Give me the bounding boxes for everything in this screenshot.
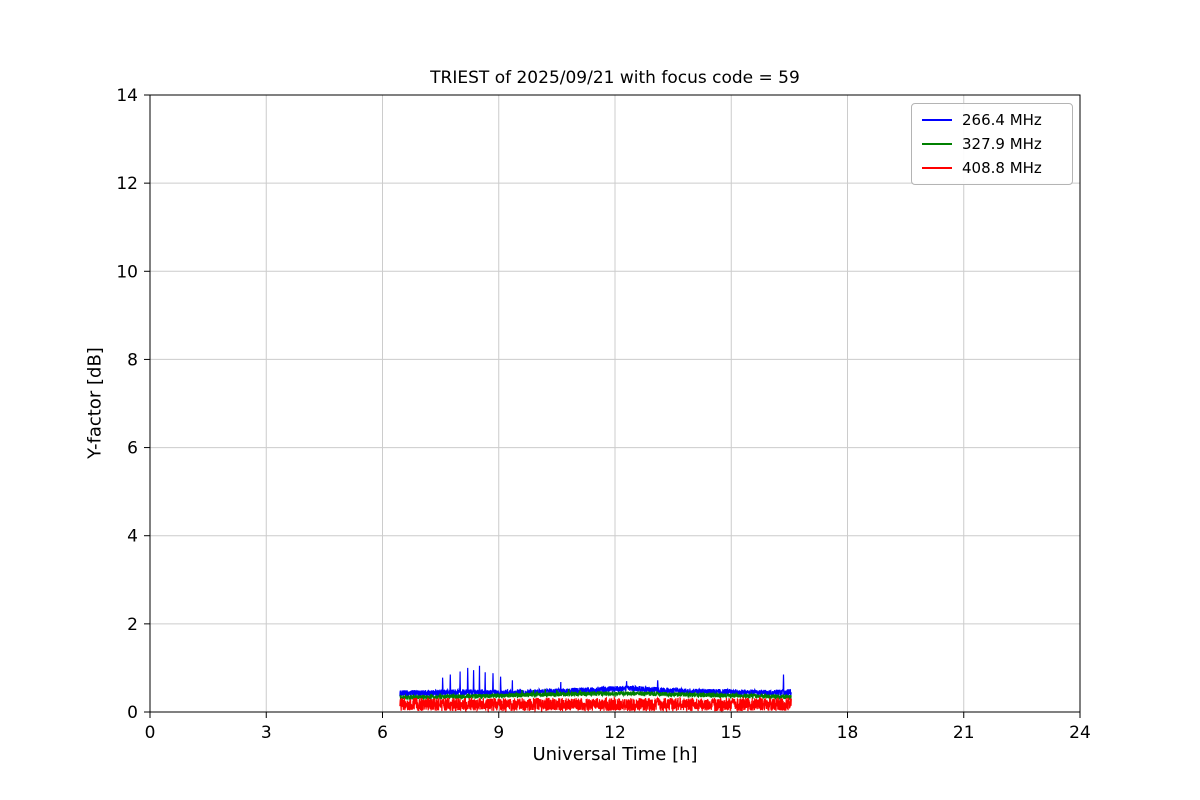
chart-title: TRIEST of 2025/09/21 with focus code = 5… (430, 68, 800, 88)
legend-item: 327.9 MHz (922, 135, 1060, 153)
legend-item: 266.4 MHz (922, 111, 1060, 129)
data-series (399, 665, 792, 714)
legend-label: 408.8 MHz (962, 159, 1042, 177)
legend-swatch (922, 167, 952, 169)
y-tick-label: 12 (116, 174, 138, 194)
legend-item: 408.8 MHz (922, 159, 1060, 177)
y-tick-label: 6 (127, 439, 138, 459)
legend: 266.4 MHz 327.9 MHz 408.8 MHz (911, 103, 1073, 185)
x-axis-label: Universal Time [h] (532, 744, 698, 765)
y-tick-label: 10 (116, 262, 138, 282)
series-line-408-8-mhz (399, 695, 792, 714)
y-tick-label: 14 (116, 86, 138, 106)
x-tick-label: 12 (604, 723, 626, 743)
series-line-327-9-mhz (399, 689, 792, 701)
x-tick-label: 18 (837, 723, 859, 743)
x-tick-label: 3 (261, 723, 272, 743)
x-tick-label: 6 (377, 723, 388, 743)
x-tick-label: 24 (1069, 723, 1091, 743)
grid-lines (149, 94, 1081, 713)
legend-swatch (922, 143, 952, 145)
y-tick-label: 8 (127, 350, 138, 370)
series-line-266-4-mhz (399, 665, 792, 698)
y-tick-label: 4 (127, 527, 138, 547)
axis-ticks (144, 94, 1081, 718)
x-tick-label: 0 (145, 723, 156, 743)
x-tick-label: 15 (720, 723, 742, 743)
legend-swatch (922, 119, 952, 121)
y-tick-label: 0 (127, 703, 138, 723)
y-tick-label: 2 (127, 615, 138, 635)
legend-label: 327.9 MHz (962, 135, 1042, 153)
x-tick-label: 21 (953, 723, 975, 743)
x-tick-label: 9 (493, 723, 504, 743)
y-axis-label: Y-factor [dB] (84, 347, 106, 459)
legend-label: 266.4 MHz (962, 111, 1042, 129)
